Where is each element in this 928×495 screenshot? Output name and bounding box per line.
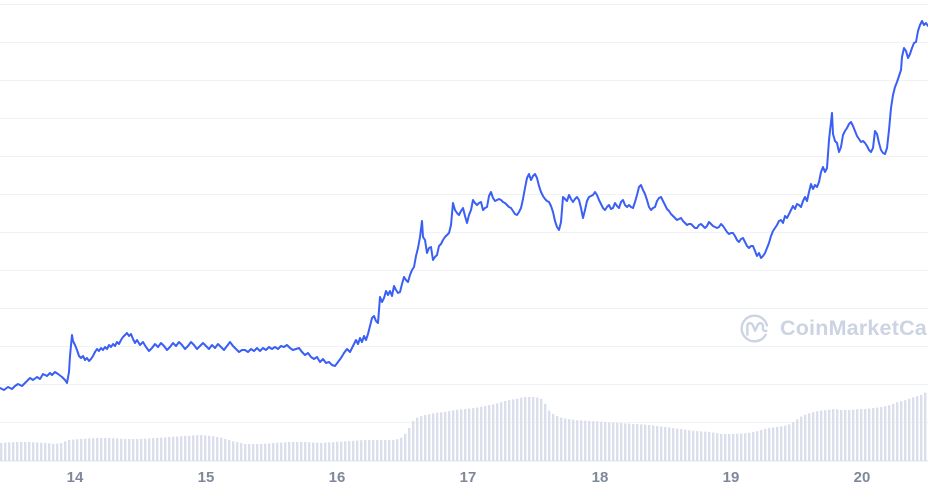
x-tick-label-20: 20 — [853, 469, 871, 486]
volume-bars — [0, 392, 927, 461]
x-tick-label-18: 18 — [591, 469, 609, 486]
price-line — [0, 20, 928, 391]
x-tick-label-16: 16 — [328, 469, 346, 486]
x-tick-label-14: 14 — [66, 469, 84, 486]
x-tick-label-19: 19 — [722, 469, 740, 486]
x-tick-label-17: 17 — [459, 469, 477, 486]
gridlines — [0, 4, 928, 461]
x-axis: 14 15 16 17 18 19 20 — [0, 466, 928, 495]
x-tick-label-15: 15 — [197, 469, 215, 486]
